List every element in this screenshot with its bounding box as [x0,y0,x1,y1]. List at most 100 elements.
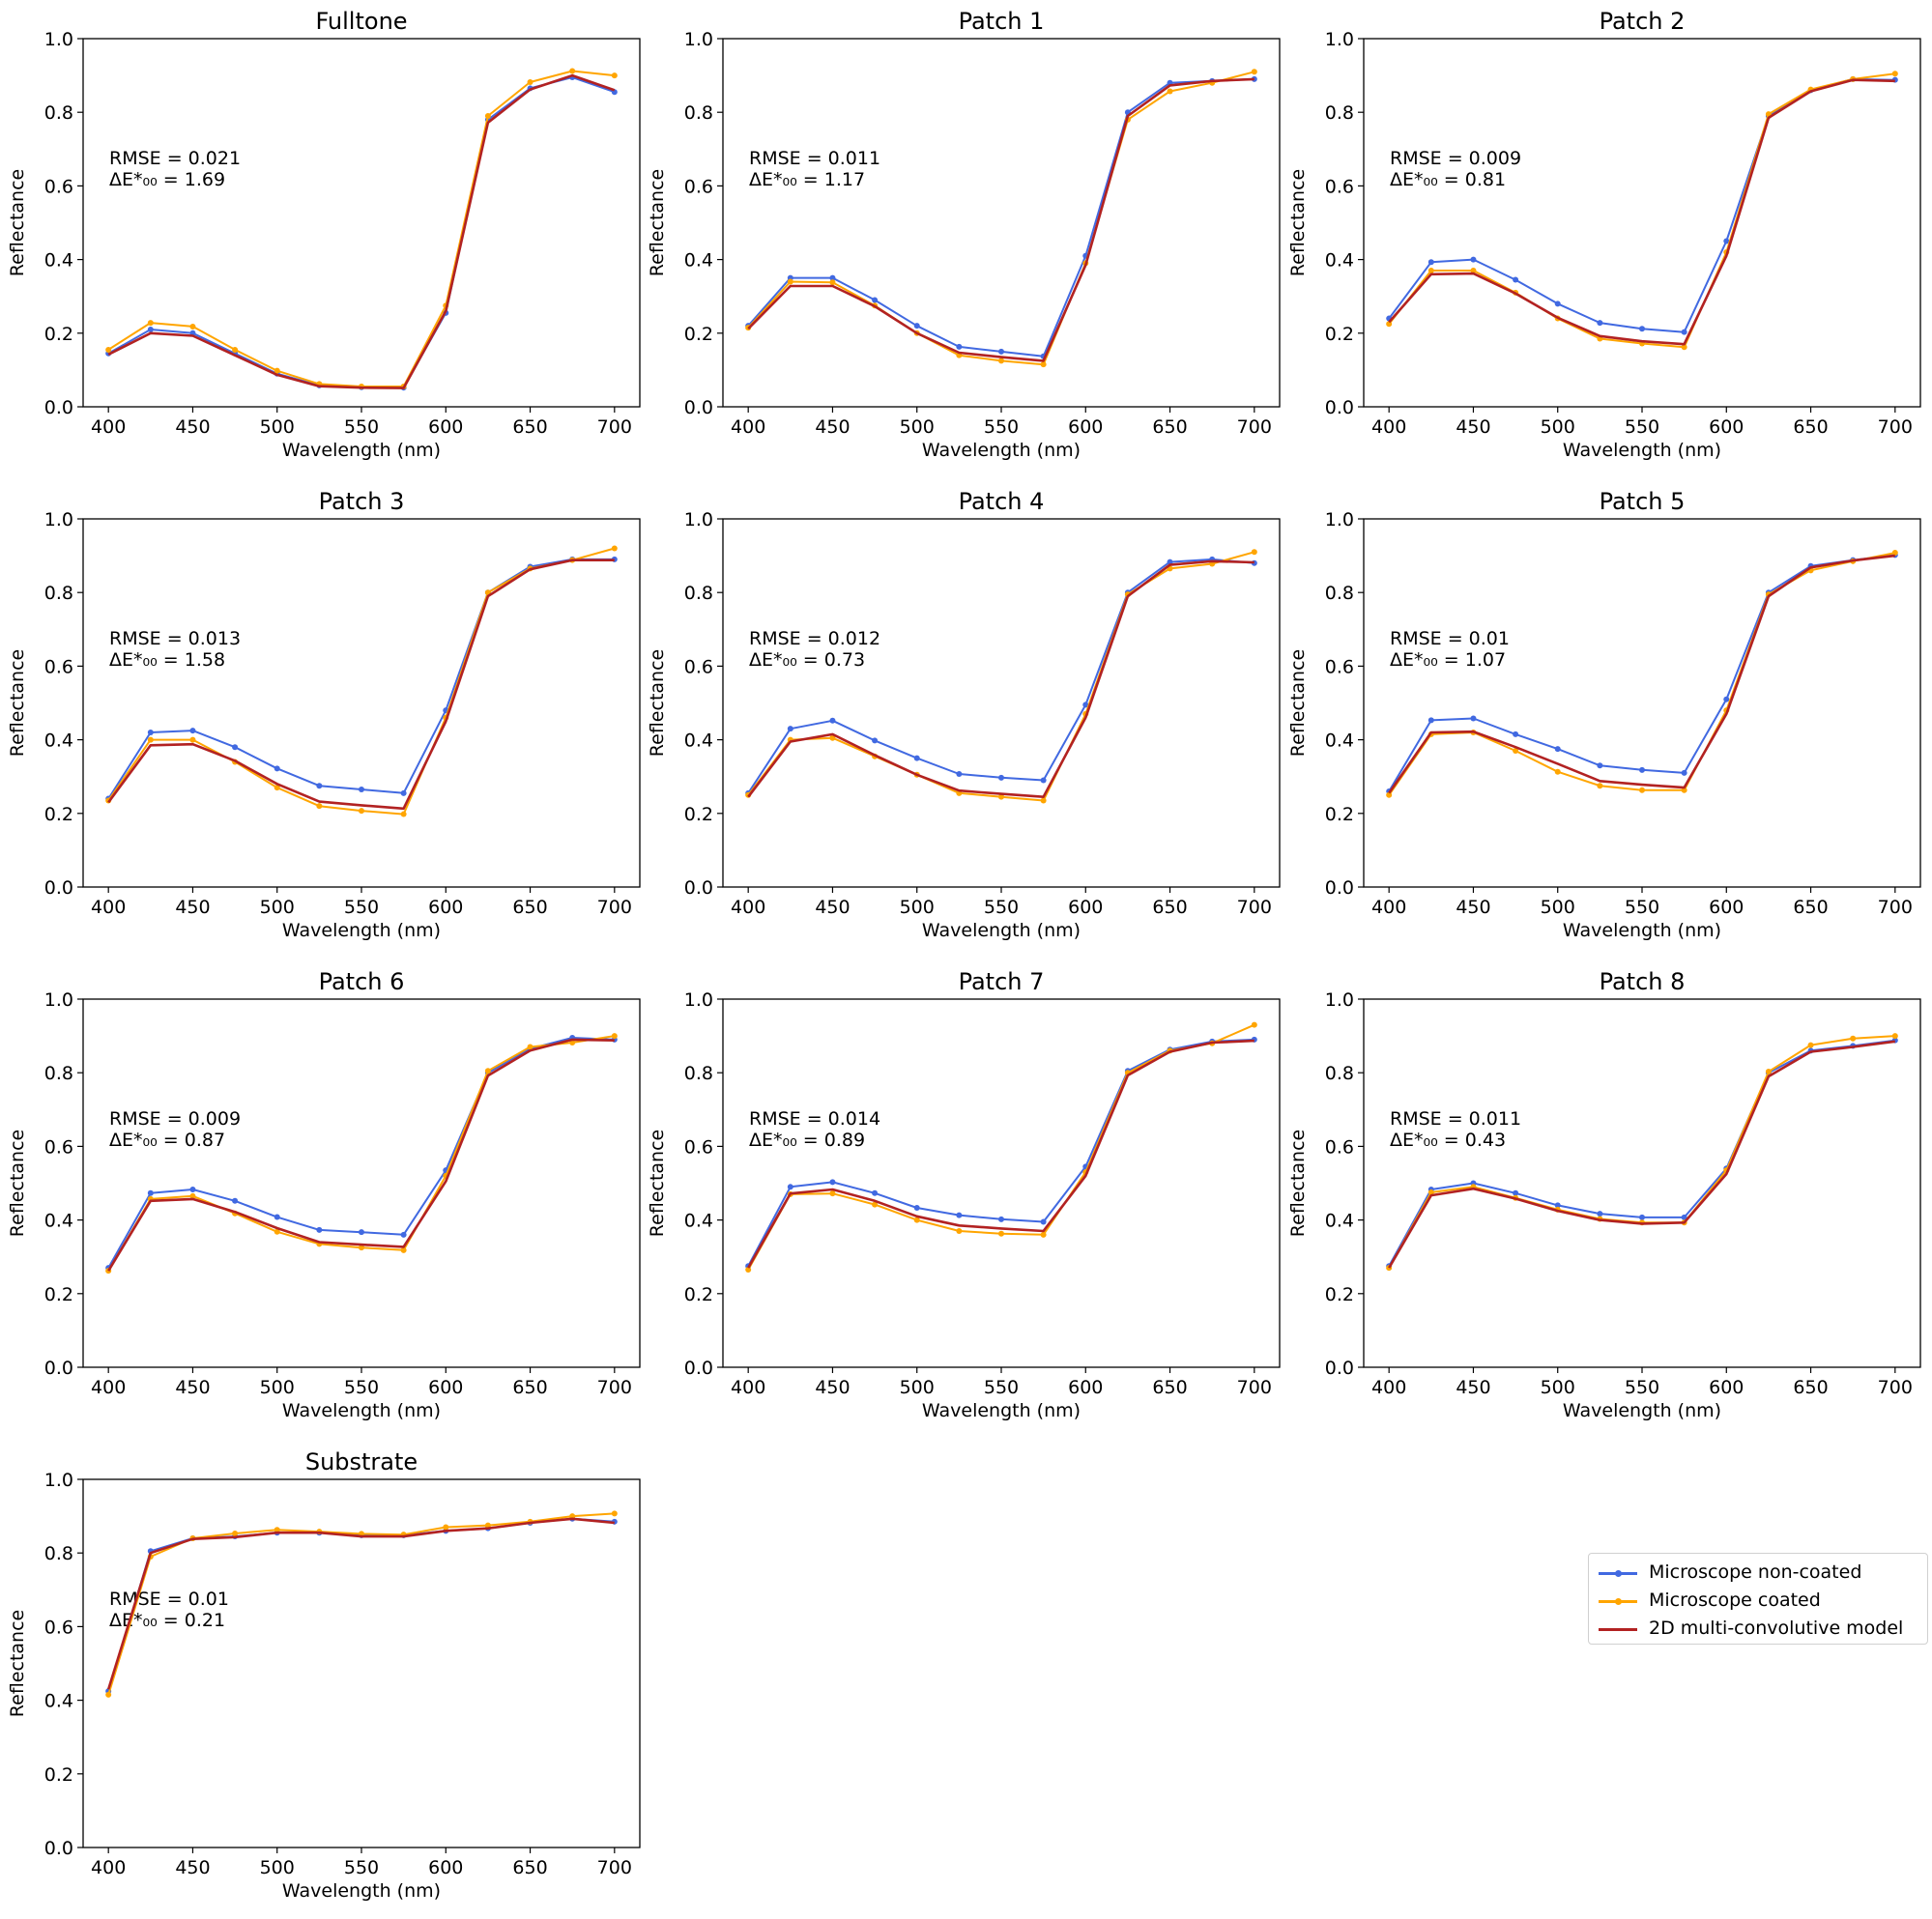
series-coated-point [274,1228,280,1235]
y-tick-label: 0.2 [684,804,713,825]
x-tick-label: 700 [1237,416,1272,438]
x-tick-label: 400 [731,1377,765,1398]
series-non-coated-line [1388,1039,1895,1267]
y-tick-label: 1.0 [44,1470,73,1491]
series-non-coated-point [998,1216,1004,1222]
series-non-coated-point [274,765,280,772]
subplot-5: Patch 4 400 450 500 550 600 650 700 0.0 0.2 0.4 0.6… [647,488,1281,941]
series-coated-point [1597,783,1603,789]
legend-label-non-coated: Microscope non-coated [1649,1561,1862,1583]
series-non-coated-point [1082,702,1089,708]
subplot-1: Fulltone 400 450 500 550 600 650 700 0.0 0.2 0.4 0.… [7,8,641,461]
series-non-coated-point [1597,320,1603,327]
series-non-coated-point [1681,769,1687,776]
x-tick-label: 400 [91,1377,126,1398]
x-tick-label: 700 [597,1377,632,1398]
series-non-coated-point [1597,1211,1603,1217]
x-tick-label: 500 [900,416,935,438]
y-axis-label: Reflectance [7,1610,28,1717]
y-axis-label: Reflectance [647,1130,668,1237]
x-tick-label: 650 [512,897,547,918]
series-non-coated-point [232,1197,239,1204]
series-non-coated-point [872,297,879,303]
y-tick-label: 1.0 [1325,989,1354,1011]
series-coated-point [359,808,364,815]
series-coated-point [611,545,618,552]
legend-entry-coated: Microscope coated [1589,1588,1927,1615]
delta-e-annotation: ΔE*₀₀ = 0.73 [749,649,865,671]
subplot-9: Patch 8 400 450 500 550 600 650 700 0.0 0.2 0.4 0.6… [1287,968,1921,1421]
y-tick-label: 0.8 [44,1063,73,1084]
x-tick-label: 450 [815,897,850,918]
series-non-coated-point [1597,762,1603,769]
y-tick-label: 0.8 [44,102,73,124]
series-non-coated-point [913,755,920,761]
x-tick-label: 700 [597,897,632,918]
y-tick-label: 0.6 [684,656,713,677]
series-coated-point [274,367,280,374]
x-tick-label: 450 [175,1377,210,1398]
plot-frame [82,998,641,1368]
y-tick-label: 1.0 [44,509,73,530]
series-coated-point [787,278,793,285]
x-tick-label: 500 [900,1377,935,1398]
rmse-annotation: RMSE = 0.013 [109,628,241,649]
x-tick-label: 400 [1371,897,1406,918]
delta-e-annotation: ΔE*₀₀ = 1.69 [109,169,225,190]
y-tick-label: 0.8 [684,583,713,604]
series-non-coated-point [1681,1214,1687,1220]
y-tick-label: 0.2 [1325,324,1354,345]
x-axis-label: Wavelength (nm) [282,1400,441,1421]
x-tick-label: 550 [344,416,379,438]
series-coated-point [611,1510,618,1517]
series-non-coated-point [1040,777,1047,784]
subplot-3: Patch 2 400 450 500 550 600 650 700 0.0 0.2 0.4 0.6… [1287,8,1921,461]
series-non-coated-point [1554,746,1561,753]
series-non-coated-point [1427,259,1434,266]
series-non-coated-point [998,774,1004,781]
series-non-coated-point [316,1226,323,1233]
series-non-coated-point [359,787,364,793]
series-coated-point [1251,69,1257,75]
series-non-coated-point [1639,326,1645,332]
series-non-coated-point [147,729,154,735]
series-non-coated-point [1681,329,1687,335]
x-tick-label: 400 [1371,416,1406,438]
y-tick-label: 0.4 [44,1691,73,1712]
series-non-coated-line [747,77,1254,358]
y-tick-label: 1.0 [44,989,73,1011]
series-coated-point [872,1201,879,1208]
series-non-coated-point [1723,238,1730,244]
y-axis-label: Reflectance [1287,1130,1309,1237]
y-tick-label: 1.0 [44,29,73,50]
series-coated-point [829,1190,836,1197]
x-tick-label: 650 [1152,416,1187,438]
x-tick-label: 400 [731,897,765,918]
series-coated-point [443,1524,449,1531]
y-tick-label: 0.2 [684,324,713,345]
series-non-coated-point [872,1189,879,1196]
series-coated-point [1470,268,1477,274]
x-tick-label: 700 [597,416,632,438]
series-coated-point [527,78,533,85]
series-coated-point [998,793,1004,800]
subplot-4: Patch 3 400 450 500 550 600 650 700 0.0 0.2 0.4 0.6… [7,488,641,941]
series-coated-point [611,1033,618,1040]
x-tick-label: 450 [815,416,850,438]
y-tick-label: 0.6 [1325,1136,1354,1158]
x-tick-label: 650 [1152,897,1187,918]
series-model-line [1388,554,1895,794]
y-tick-label: 1.0 [684,989,713,1011]
series-non-coated-point [1167,559,1173,565]
legend-label-model: 2D multi-convolutive model [1649,1618,1904,1639]
series-coated-point [1554,768,1561,775]
x-tick-label: 650 [1152,1377,1187,1398]
plot-frame [82,38,641,408]
series-non-coated-point [189,728,196,734]
y-tick-label: 0.8 [44,1543,73,1564]
series-non-coated-point [1554,1202,1561,1209]
series-coated-point [484,1522,491,1529]
x-tick-label: 500 [260,1377,295,1398]
x-tick-label: 500 [900,897,935,918]
series-non-coated-point [1513,276,1519,283]
